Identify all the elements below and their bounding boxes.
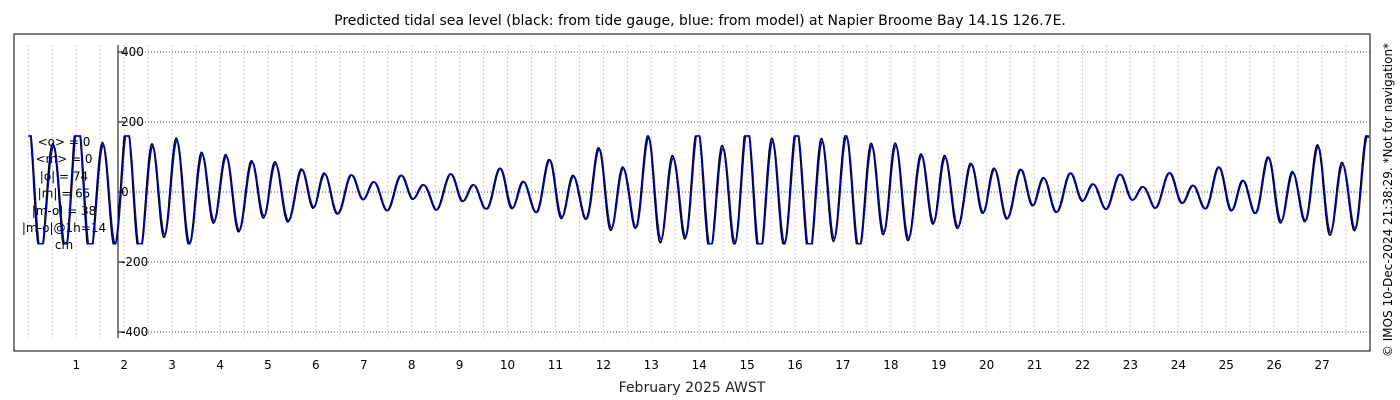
y-tick-label: 400 [121, 45, 144, 59]
y-tick-label: 0 [121, 185, 129, 199]
x-tick-label: 4 [216, 358, 224, 372]
chart-title: Predicted tidal sea level (black: from t… [334, 13, 1066, 29]
y-tick-label: -200 [121, 255, 148, 269]
x-tick-label: 13 [644, 358, 659, 372]
x-tick-label: 8 [408, 358, 416, 372]
series-lines [28, 135, 1370, 245]
x-tick-label: 11 [548, 358, 563, 372]
x-tick-label: 14 [692, 358, 707, 372]
x-tick-label: 19 [931, 358, 946, 372]
x-tick-label: 20 [979, 358, 994, 372]
x-tick-label: 9 [456, 358, 464, 372]
x-axis-label: February 2025 AWST [619, 380, 766, 396]
x-tick-label: 1 [72, 358, 80, 372]
model-line [28, 135, 1370, 245]
x-tick-label: 27 [1314, 358, 1329, 372]
x-tick-label: 12 [596, 358, 611, 372]
credit-text: © IMOS 10-Dec-2024 21:38:29. *Not for na… [1381, 43, 1395, 357]
stat-line: cm [55, 238, 73, 252]
x-tick-label: 18 [883, 358, 898, 372]
x-tick-label: 26 [1267, 358, 1282, 372]
grid-lines [27, 45, 1370, 338]
stat-line: |m| = 65 [38, 187, 91, 201]
x-tick-label: 22 [1075, 358, 1090, 372]
x-tick-label: 7 [360, 358, 368, 372]
x-tick-label: 23 [1123, 358, 1138, 372]
x-tick-label: 21 [1027, 358, 1042, 372]
y-tick-label: 200 [121, 115, 144, 129]
x-tick-label: 3 [168, 358, 176, 372]
x-tick-label: 24 [1171, 358, 1186, 372]
x-tick-label: 16 [787, 358, 802, 372]
stat-line: |m-o| = 38 [32, 204, 97, 218]
x-tick-label: 10 [500, 358, 515, 372]
y-axis-ticks: -400 -200 0 200 400 [118, 45, 148, 339]
x-tick-label: 25 [1219, 358, 1234, 372]
x-tick-label: 17 [835, 358, 850, 372]
stat-line: |o| = 74 [40, 169, 88, 183]
x-tick-label: 15 [739, 358, 754, 372]
stat-line: <m> = 0 [35, 152, 92, 166]
stat-line: <o> = 0 [38, 135, 91, 149]
x-tick-label: 6 [312, 358, 320, 372]
x-tick-label: 5 [264, 358, 272, 372]
x-tick-label: 2 [120, 358, 128, 372]
x-axis-ticks: 1 2 3 4 5 6 7 8 9 10 11 12 13 14 15 16 17 18 19 20 21 22 23 24 2… [72, 358, 1329, 372]
y-tick-label: -400 [121, 325, 148, 339]
